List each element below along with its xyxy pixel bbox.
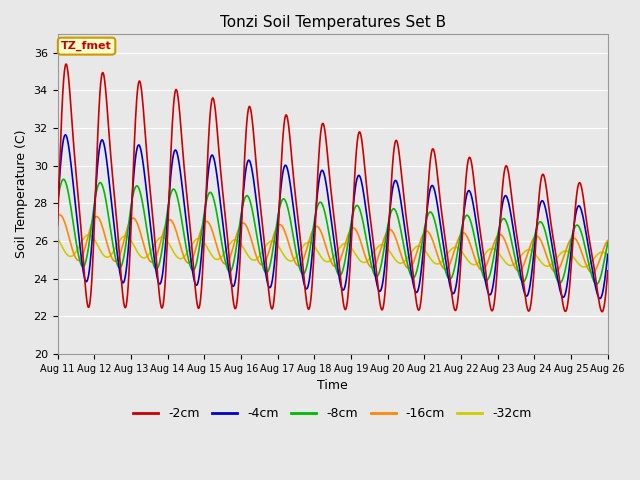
X-axis label: Time: Time (317, 379, 348, 392)
Y-axis label: Soil Temperature (C): Soil Temperature (C) (15, 130, 28, 258)
Title: Tonzi Soil Temperatures Set B: Tonzi Soil Temperatures Set B (220, 15, 445, 30)
Text: TZ_fmet: TZ_fmet (61, 41, 112, 51)
Legend: -2cm, -4cm, -8cm, -16cm, -32cm: -2cm, -4cm, -8cm, -16cm, -32cm (129, 402, 537, 425)
